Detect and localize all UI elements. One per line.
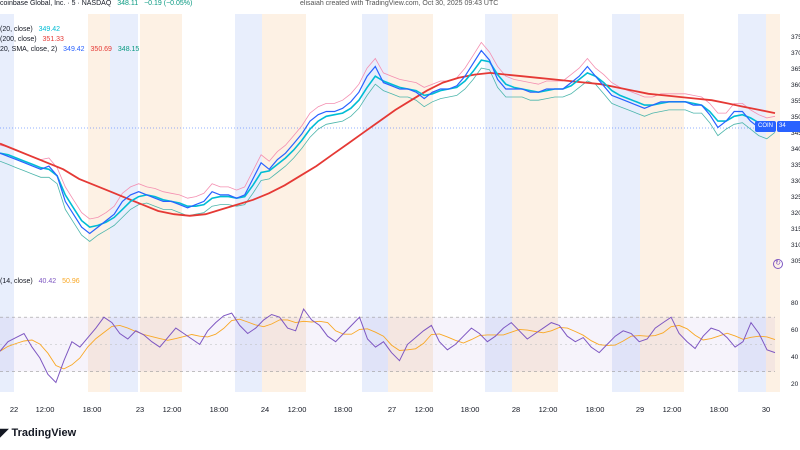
rsi-ma-line <box>0 318 776 370</box>
ema20-legend: (20, close) 349.42 <box>0 26 60 33</box>
session-band <box>262 14 306 392</box>
time-tick: 18:00 <box>333 405 353 414</box>
ema20-label: (20, close) <box>0 26 33 33</box>
last-price: 348.11 <box>117 0 139 7</box>
price-tick: 355 <box>791 97 800 105</box>
symbol-name: coinbase Global, Inc. · 5 · NASDAQ <box>0 0 112 7</box>
rsi-label: (14, close) <box>0 278 33 285</box>
time-tick: 18:00 <box>209 405 229 414</box>
price-tick: 320 <box>791 210 800 218</box>
time-tick: 12:00 <box>662 405 682 414</box>
time-tick: 30 <box>761 405 771 414</box>
time-tick: 12:00 <box>35 405 55 414</box>
price-tick: 365 <box>791 65 800 73</box>
time-tick: 12:00 <box>162 405 182 414</box>
price-tick: 375 <box>791 33 800 41</box>
ema20-line <box>0 59 776 228</box>
session-band <box>612 14 640 392</box>
bb-upper-line <box>0 41 776 220</box>
rsi-legend: (14, close) 40.42 50.96 <box>0 278 80 285</box>
session-band <box>0 14 14 392</box>
rsi-value: 40.42 <box>38 278 57 285</box>
bb-upper-value: 350.69 <box>90 46 112 53</box>
ema200-line <box>0 71 776 217</box>
bb-lower-value: 348.15 <box>117 46 140 53</box>
price-tick: 350 <box>791 113 800 121</box>
ema200-label: (200, close) <box>0 36 37 43</box>
time-tick: 24 <box>260 405 270 414</box>
rsi-tick: 80 <box>791 299 799 307</box>
session-band <box>766 14 780 392</box>
price-tick: 335 <box>791 162 800 170</box>
time-tick: 18:00 <box>585 405 605 414</box>
time-tick: 18:00 <box>460 405 480 414</box>
series-layer <box>0 41 776 384</box>
time-tick: 12:00 <box>538 405 558 414</box>
last-price-tag: 34 <box>777 121 800 132</box>
price-tick: 370 <box>791 49 800 57</box>
price-change: −0.19 (−0.05%) <box>144 0 193 7</box>
time-tick: 12:00 <box>414 405 434 414</box>
price-tick: 340 <box>791 146 800 153</box>
time-tick: 27 <box>387 405 397 414</box>
time-tick: 12:00 <box>287 405 307 414</box>
rsi-tick: 40 <box>791 354 799 361</box>
ema200-value: 351.33 <box>42 36 64 43</box>
bb-legend: 20, SMA, close, 2) 349.42 350.69 348.15 <box>0 46 139 53</box>
time-tick: 23 <box>135 405 145 414</box>
rsi-tick: 60 <box>791 326 799 334</box>
rsi-ma-value: 50.96 <box>62 278 80 285</box>
price-line <box>0 49 776 235</box>
bb-label: 20, SMA, close, 2) <box>0 46 58 53</box>
time-tick: 29 <box>635 405 645 414</box>
time-tick: 18:00 <box>709 405 729 414</box>
credit-line: elisaiah created with TradingView.com, O… <box>300 0 499 7</box>
price-tick: 360 <box>791 81 800 89</box>
rsi-line <box>0 307 776 384</box>
rsi-band <box>0 127 800 372</box>
reset-scale-icon[interactable]: ↻ <box>773 259 783 269</box>
brand-mark-icon: ◤ <box>0 427 9 439</box>
header-symbol-line: coinbase Global, Inc. · 5 · NASDAQ 348.1… <box>0 0 192 7</box>
rsi-tick: 20 <box>791 381 799 389</box>
tradingview-logo: ◤ TradingView <box>0 426 76 439</box>
price-tick: 325 <box>791 194 800 202</box>
session-band <box>738 14 766 392</box>
time-tick: 22 <box>9 405 19 414</box>
ema200-legend: (200, close) 351.33 <box>0 36 64 43</box>
bb-lower-line <box>0 67 776 243</box>
ema20-value: 349.42 <box>38 26 61 33</box>
price-tick: 310 <box>791 242 800 250</box>
price-tick: 330 <box>791 178 800 186</box>
time-tick: 18:00 <box>82 405 102 414</box>
session-band <box>110 14 138 392</box>
time-tick: 28 <box>511 405 521 414</box>
brand-text: TradingView <box>11 427 77 439</box>
price-tick: 345 <box>791 129 800 137</box>
bb-basis-value: 349.42 <box>63 46 85 53</box>
price-tick: 305 <box>791 258 800 266</box>
price-tick: 315 <box>791 226 800 234</box>
symbol-tag: COIN <box>755 121 776 132</box>
